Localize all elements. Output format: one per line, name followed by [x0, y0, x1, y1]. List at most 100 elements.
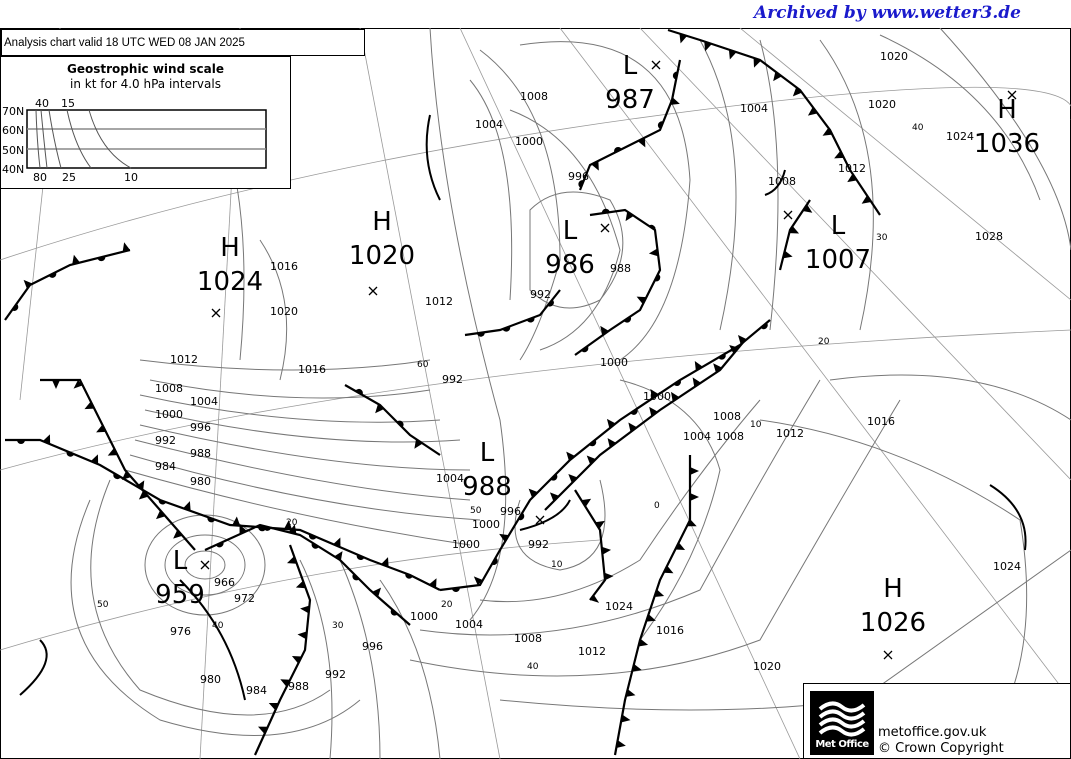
isobar [90, 479, 331, 716]
isobar-label: 1000 [410, 610, 438, 623]
cold-front-triangle [729, 344, 739, 354]
pressure-value: 988 [462, 472, 512, 502]
lat-label: 50N [2, 144, 24, 157]
warm-front-semicircle [589, 439, 597, 447]
pressure-type: L [831, 211, 846, 241]
isobar [124, 469, 471, 546]
cold-front-triangle [591, 160, 599, 171]
warm-front-semicircle [158, 499, 167, 505]
cold-front-triangle [107, 447, 118, 456]
lat-label: 60N [2, 124, 24, 137]
pressure-type: L [623, 51, 638, 81]
cold-front-triangle [381, 557, 389, 567]
cold-front [667, 28, 881, 216]
isobar-label: 1020 [880, 50, 908, 63]
cold-front-triangle [239, 524, 247, 535]
centre-cross-icon [200, 560, 210, 570]
cold-front-triangle [23, 279, 33, 290]
isobar [379, 579, 441, 759]
warm-front-semicircle [578, 180, 584, 188]
wind-scale-subheading: in kt for 4.0 hPa intervals [70, 77, 221, 91]
warm-front-semicircle [550, 473, 558, 481]
isobar [699, 39, 737, 331]
isobar [759, 419, 1028, 721]
cold-front-triangle [704, 41, 712, 52]
pressure-centre-high: H 1026 [860, 574, 926, 660]
warm-front-semicircle [113, 473, 121, 480]
warm-front-semicircle [48, 272, 57, 278]
cold-front-triangle [650, 388, 659, 399]
cold-front-triangle [72, 254, 80, 265]
isobar-label: 1028 [975, 230, 1003, 243]
warm-front-semicircle [356, 554, 365, 561]
warm-front-semicircle [630, 408, 638, 415]
warm-front-semicircle [581, 345, 589, 353]
cold-front-triangle [628, 422, 637, 433]
cold-front-triangle [295, 580, 306, 589]
isobar-label: 1000 [155, 408, 183, 421]
isobar-label: 1020 [270, 305, 298, 318]
cold-front-triangle [581, 498, 592, 507]
site-link[interactable]: metoffice.gov.uk [878, 725, 987, 740]
cold-front [253, 544, 312, 756]
centre-cross-icon [883, 650, 893, 660]
warm-front-semicircle [390, 608, 398, 616]
cold-front-triangle [616, 740, 626, 749]
cold-front-triangle [138, 490, 149, 500]
warm-front-semicircle [215, 541, 224, 548]
isobar [419, 379, 821, 636]
isobar-label: 1012 [776, 427, 804, 440]
isobar [619, 379, 721, 641]
pressure-type: L [563, 216, 578, 246]
warm-front-semicircle [311, 542, 319, 549]
cold-front-triangle [156, 510, 166, 520]
pressure-value: 1020 [349, 241, 415, 271]
trough-line [519, 499, 571, 531]
lat-label: 40N [2, 163, 24, 176]
cold-front-triangle [632, 663, 642, 672]
isobar-label: 996 [362, 640, 383, 653]
isobar [479, 49, 561, 361]
isobar-label: 1004 [436, 472, 464, 485]
cold-front-triangle [549, 492, 560, 502]
warm-front-semicircle [657, 121, 664, 129]
speed-label: 10 [124, 171, 138, 184]
wind-speed-label: 40 [912, 123, 924, 133]
pressure-value: 1026 [860, 608, 926, 638]
cold-front-triangle [601, 546, 612, 555]
isobar [134, 439, 471, 501]
cold-front-triangle [428, 578, 437, 589]
pressure-centre-high: H 1036 [974, 90, 1040, 159]
isobar-label: 1020 [868, 98, 896, 111]
cold-front-triangle [620, 714, 631, 723]
cold-front-triangle [654, 589, 665, 597]
isobar [409, 399, 901, 677]
isobar-label: 976 [170, 625, 191, 638]
warm-front-semicircle [673, 379, 681, 386]
cold-front-triangle [753, 57, 761, 68]
isobar-label: 966 [214, 576, 235, 589]
cold-front-triangle [675, 542, 686, 550]
cold-front-triangle [625, 211, 634, 222]
cold-front-triangle [566, 451, 576, 462]
cold-front-triangle [792, 87, 802, 97]
isobar-label: 1008 [520, 90, 548, 103]
cold-front-triangle [670, 97, 680, 105]
isobar-label: 980 [190, 475, 211, 488]
cold-front-triangle [122, 242, 130, 252]
isobar-label: 1012 [170, 353, 198, 366]
wind-speed-label: 30 [332, 621, 344, 631]
warm-front-semicircle [614, 146, 622, 153]
isobar-label: 988 [610, 262, 631, 275]
wind-speed-label: 20 [441, 600, 453, 610]
grid-line [359, 28, 501, 759]
cold-front-triangle [291, 656, 302, 664]
warm-front-semicircle [718, 353, 726, 360]
grid-line [0, 329, 1071, 471]
isobar-label: 1004 [475, 118, 503, 131]
isobar-label: 1004 [190, 395, 218, 408]
cold-front-triangle [728, 49, 737, 60]
centre-cross-icon [783, 210, 793, 220]
cold-front-triangle [414, 439, 423, 449]
cold-front-triangle [268, 702, 279, 711]
